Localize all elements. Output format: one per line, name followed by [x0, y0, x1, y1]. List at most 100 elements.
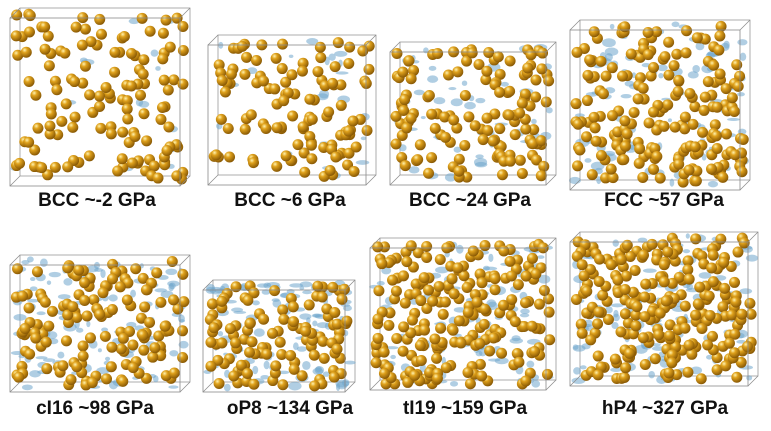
- atom-sphere: [483, 46, 495, 58]
- electron-density-blob: [695, 42, 705, 51]
- atom-sphere: [654, 307, 666, 319]
- atom-sphere: [433, 281, 445, 293]
- electron-density-blob: [252, 300, 260, 306]
- electron-density-blob: [428, 65, 437, 71]
- atom-sphere: [424, 366, 436, 378]
- atom-sphere: [639, 311, 651, 323]
- atom-sphere: [662, 99, 674, 111]
- atom-sphere: [482, 125, 494, 137]
- atom-sphere: [720, 128, 732, 140]
- atom-sphere: [117, 332, 129, 344]
- atom-sphere: [378, 367, 390, 379]
- atom-sphere: [705, 163, 717, 175]
- atom-sphere: [343, 147, 355, 159]
- atom-sphere: [578, 270, 590, 282]
- atom-sphere: [24, 10, 36, 22]
- atom-sphere: [157, 53, 169, 65]
- atom-sphere: [666, 277, 678, 289]
- atom-sphere: [687, 118, 699, 130]
- atom-sphere: [152, 172, 164, 184]
- atom-sphere: [585, 334, 597, 346]
- electron-density-blob: [86, 320, 91, 328]
- atom-sphere: [405, 240, 417, 252]
- electron-density-blob: [453, 146, 462, 153]
- atom-sphere: [474, 268, 486, 280]
- atom-sphere: [415, 355, 427, 367]
- panel-label: cI16 ~98 GPa: [36, 398, 154, 419]
- electron-density-blob: [584, 158, 592, 163]
- atom-sphere: [704, 310, 716, 322]
- atom-sphere: [526, 320, 538, 332]
- atom-sphere: [280, 76, 292, 88]
- atom-sphere: [39, 296, 51, 308]
- atom-sphere: [57, 360, 69, 372]
- box-edge-depth: [344, 381, 356, 393]
- atom-sphere: [274, 336, 286, 348]
- atom-sphere: [125, 80, 137, 92]
- atom-sphere: [126, 157, 138, 169]
- electron-density-blob: [610, 367, 622, 373]
- atom-sphere: [216, 75, 228, 87]
- electron-density-blob: [488, 253, 494, 262]
- atom-sphere: [49, 161, 61, 173]
- atom-sphere: [39, 43, 51, 55]
- atom-sphere: [106, 341, 118, 353]
- panel-bcc-6: [207, 34, 377, 186]
- atom-sphere: [494, 123, 506, 135]
- atom-sphere: [271, 122, 283, 134]
- atom-sphere: [419, 324, 431, 336]
- atom-sphere: [344, 41, 356, 53]
- atom-sphere: [335, 79, 347, 91]
- atom-sphere: [605, 163, 617, 175]
- atom-sphere: [331, 318, 343, 330]
- electron-density-blob: [105, 356, 111, 361]
- electron-density-blob: [165, 268, 178, 276]
- atom-sphere: [155, 296, 167, 308]
- electron-density-blob: [494, 357, 509, 365]
- atom-sphere: [248, 157, 260, 169]
- atom-sphere: [160, 14, 172, 26]
- atom-sphere: [602, 313, 614, 325]
- electron-density-blob: [178, 340, 189, 349]
- atom-sphere: [324, 164, 336, 176]
- atom-sphere: [177, 45, 189, 57]
- electron-density-blob: [43, 358, 56, 363]
- atom-sphere: [541, 368, 553, 380]
- box-edge-depth: [202, 279, 214, 291]
- panel-label: BCC ~-2 GPa: [38, 190, 156, 211]
- atom-sphere: [398, 105, 410, 117]
- atom-sphere: [405, 73, 417, 85]
- atom-sphere: [314, 41, 326, 53]
- electron-density-blob: [101, 327, 109, 332]
- atom-sphere: [651, 151, 663, 163]
- atom-sphere: [522, 62, 534, 74]
- atom-sphere: [543, 75, 555, 87]
- atom-sphere: [453, 165, 465, 177]
- atom-sphere: [588, 111, 600, 123]
- atom-sphere: [343, 125, 355, 137]
- atom-sphere: [706, 330, 718, 342]
- electron-density-blob: [482, 265, 490, 271]
- atom-sphere: [81, 310, 93, 322]
- electron-density-blob: [519, 313, 530, 318]
- atom-sphere: [461, 282, 473, 294]
- atom-sphere: [79, 23, 91, 35]
- atom-sphere: [459, 90, 471, 102]
- atom-sphere: [144, 25, 156, 37]
- atom-sphere: [649, 353, 661, 365]
- atom-sphere: [287, 110, 299, 122]
- atom-sphere: [648, 163, 660, 175]
- atom-sphere: [737, 133, 749, 145]
- atom-sphere: [711, 101, 723, 113]
- atom-sphere: [609, 353, 621, 365]
- atom-sphere: [697, 126, 709, 138]
- atom-sphere: [581, 285, 593, 297]
- atom-sphere: [327, 281, 339, 293]
- box-edge-depth: [747, 375, 759, 387]
- atom-sphere: [332, 37, 344, 49]
- atom-sphere: [140, 284, 152, 296]
- atom-sphere: [316, 291, 328, 303]
- atom-sphere: [621, 239, 633, 251]
- atom-sphere: [77, 77, 89, 89]
- atom-sphere: [506, 270, 518, 282]
